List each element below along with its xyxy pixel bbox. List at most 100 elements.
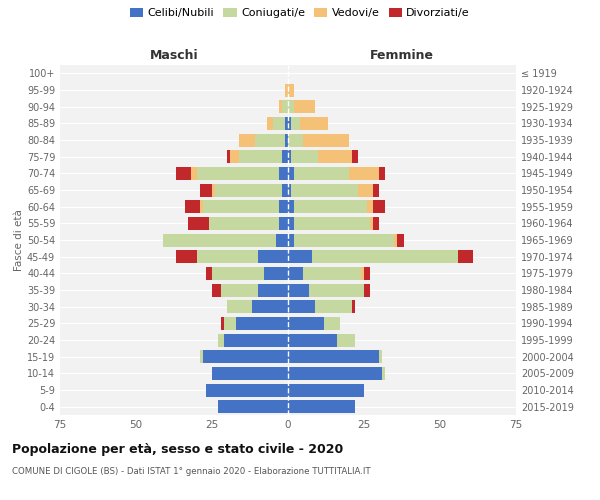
- Bar: [303, 267, 361, 280]
- Bar: [279, 100, 282, 113]
- Bar: [382, 367, 385, 380]
- Bar: [279, 200, 288, 213]
- Bar: [319, 150, 352, 163]
- Bar: [257, 284, 288, 296]
- Bar: [337, 334, 355, 346]
- Bar: [349, 167, 379, 180]
- Bar: [203, 200, 279, 213]
- Bar: [279, 167, 288, 180]
- Text: Maschi: Maschi: [149, 48, 199, 62]
- Bar: [191, 167, 197, 180]
- Bar: [294, 100, 316, 113]
- Legend: Celibi/Nubili, Coniugati/e, Vedovi/e, Divorziati/e: Celibi/Nubili, Coniugati/e, Vedovi/e, Di…: [128, 6, 472, 20]
- Bar: [370, 217, 373, 230]
- Bar: [309, 284, 364, 296]
- Bar: [206, 267, 212, 280]
- Bar: [316, 300, 352, 313]
- Bar: [224, 334, 288, 346]
- Bar: [188, 217, 209, 230]
- Bar: [379, 350, 382, 363]
- Bar: [364, 284, 370, 296]
- Bar: [282, 150, 288, 163]
- Bar: [313, 250, 458, 263]
- Bar: [200, 350, 203, 363]
- Bar: [288, 100, 294, 113]
- Text: Femmine: Femmine: [370, 48, 434, 62]
- Bar: [200, 200, 203, 213]
- Bar: [288, 334, 337, 346]
- Bar: [288, 200, 294, 213]
- Bar: [197, 250, 257, 263]
- Bar: [291, 184, 358, 196]
- Bar: [291, 150, 319, 163]
- Bar: [212, 367, 288, 380]
- Bar: [288, 400, 355, 413]
- Bar: [294, 234, 394, 246]
- Bar: [218, 400, 288, 413]
- Bar: [288, 84, 294, 96]
- Bar: [236, 317, 288, 330]
- Bar: [397, 234, 404, 246]
- Bar: [294, 217, 370, 230]
- Bar: [288, 350, 379, 363]
- Bar: [185, 200, 200, 213]
- Bar: [288, 300, 316, 313]
- Bar: [273, 117, 285, 130]
- Bar: [230, 150, 239, 163]
- Bar: [239, 150, 282, 163]
- Bar: [288, 134, 303, 146]
- Bar: [163, 234, 276, 246]
- Bar: [197, 167, 279, 180]
- Bar: [394, 234, 397, 246]
- Bar: [206, 384, 288, 396]
- Bar: [288, 184, 291, 196]
- Bar: [367, 200, 373, 213]
- Bar: [364, 267, 370, 280]
- Bar: [294, 200, 367, 213]
- Bar: [224, 317, 236, 330]
- Bar: [212, 267, 263, 280]
- Bar: [254, 134, 285, 146]
- Bar: [361, 267, 364, 280]
- Bar: [352, 150, 358, 163]
- Bar: [285, 117, 288, 130]
- Text: COMUNE DI CIGOLE (BS) - Dati ISTAT 1° gennaio 2020 - Elaborazione TUTTITALIA.IT: COMUNE DI CIGOLE (BS) - Dati ISTAT 1° ge…: [12, 468, 371, 476]
- Bar: [291, 117, 300, 130]
- Bar: [227, 300, 251, 313]
- Bar: [209, 217, 279, 230]
- Bar: [203, 350, 288, 363]
- Bar: [288, 150, 291, 163]
- Bar: [285, 134, 288, 146]
- Bar: [352, 300, 355, 313]
- Bar: [288, 234, 294, 246]
- Y-axis label: Fasce di età: Fasce di età: [14, 209, 24, 271]
- Bar: [212, 284, 221, 296]
- Bar: [458, 250, 473, 263]
- Bar: [176, 167, 191, 180]
- Bar: [358, 184, 373, 196]
- Bar: [239, 134, 254, 146]
- Bar: [251, 300, 288, 313]
- Bar: [294, 167, 349, 180]
- Bar: [282, 184, 288, 196]
- Bar: [215, 184, 282, 196]
- Bar: [288, 217, 294, 230]
- Bar: [212, 184, 215, 196]
- Bar: [267, 117, 273, 130]
- Bar: [218, 334, 224, 346]
- Bar: [263, 267, 288, 280]
- Bar: [200, 184, 212, 196]
- Bar: [379, 167, 385, 180]
- Bar: [373, 200, 385, 213]
- Bar: [373, 217, 379, 230]
- Bar: [288, 250, 313, 263]
- Bar: [282, 100, 288, 113]
- Bar: [221, 317, 224, 330]
- Bar: [221, 284, 257, 296]
- Bar: [288, 267, 303, 280]
- Bar: [288, 384, 364, 396]
- Text: Popolazione per età, sesso e stato civile - 2020: Popolazione per età, sesso e stato civil…: [12, 442, 343, 456]
- Bar: [288, 117, 291, 130]
- Bar: [373, 184, 379, 196]
- Bar: [279, 217, 288, 230]
